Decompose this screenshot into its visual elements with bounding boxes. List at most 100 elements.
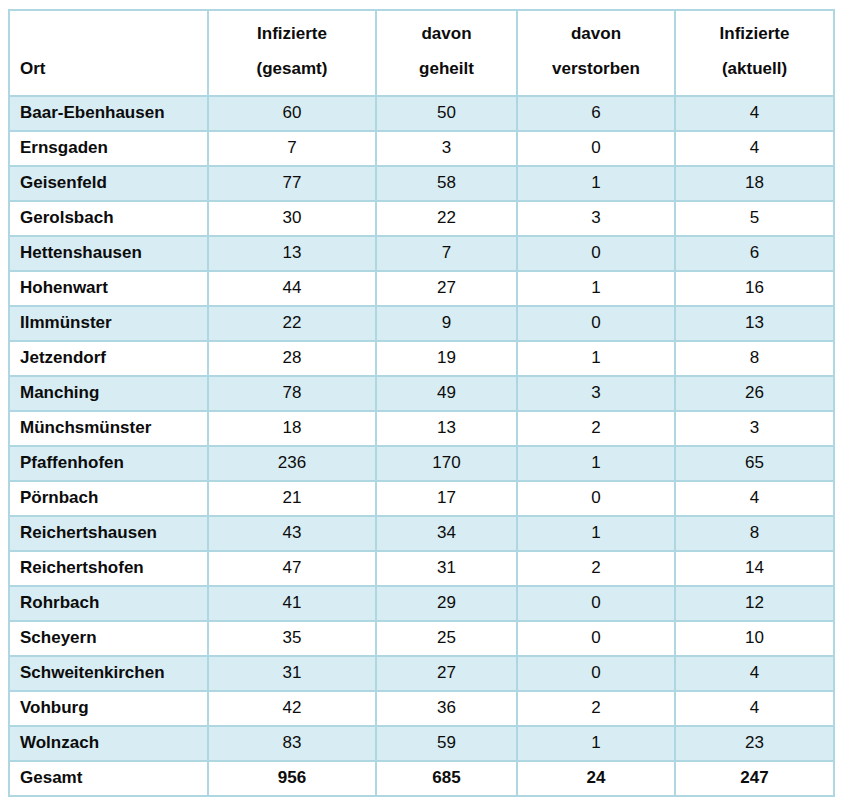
cell-infizierte-aktuell: 16 [675, 271, 834, 306]
cell-davon-verstorben: 1 [517, 446, 675, 481]
cell-davon-geheilt: 27 [376, 656, 517, 691]
cell-infizierte-gesamt: 83 [208, 726, 376, 761]
table-body: Baar-Ebenhausen 60 50 6 4 Ernsgaden 7 3 … [9, 96, 834, 796]
cell-davon-geheilt: 59 [376, 726, 517, 761]
cell-davon-verstorben: 1 [517, 726, 675, 761]
cell-infizierte-gesamt: 35 [208, 621, 376, 656]
column-header-ort: Ort [9, 10, 208, 96]
header-row: Ort Infizierte (gesamt) davon geheilt da… [9, 10, 834, 96]
cell-davon-verstorben: 0 [517, 481, 675, 516]
table-row: Hettenshausen 13 7 0 6 [9, 236, 834, 271]
cell-davon-geheilt: 19 [376, 341, 517, 376]
table-row: Manching 78 49 3 26 [9, 376, 834, 411]
cell-davon-verstorben: 0 [517, 131, 675, 166]
cell-davon-verstorben: 24 [517, 761, 675, 796]
cell-davon-geheilt: 13 [376, 411, 517, 446]
table-row: Gerolsbach 30 22 3 5 [9, 201, 834, 236]
cell-infizierte-gesamt: 60 [208, 96, 376, 131]
cell-davon-geheilt: 31 [376, 551, 517, 586]
table-row: Baar-Ebenhausen 60 50 6 4 [9, 96, 834, 131]
cell-davon-geheilt: 3 [376, 131, 517, 166]
cell-davon-geheilt: 170 [376, 446, 517, 481]
cell-infizierte-aktuell: 4 [675, 131, 834, 166]
cell-davon-verstorben: 0 [517, 656, 675, 691]
cell-infizierte-aktuell: 4 [675, 96, 834, 131]
cell-infizierte-aktuell: 4 [675, 691, 834, 726]
table-row: Geisenfeld 77 58 1 18 [9, 166, 834, 201]
cell-infizierte-gesamt: 41 [208, 586, 376, 621]
table-row: Pfaffenhofen 236 170 1 65 [9, 446, 834, 481]
column-header-infizierte-aktuell: Infizierte (aktuell) [675, 10, 834, 96]
cell-ort: Gerolsbach [9, 201, 208, 236]
table-row: Rohrbach 41 29 0 12 [9, 586, 834, 621]
table-row: Schweitenkirchen 31 27 0 4 [9, 656, 834, 691]
cell-infizierte-aktuell: 65 [675, 446, 834, 481]
cell-ort: Wolnzach [9, 726, 208, 761]
table-header: Ort Infizierte (gesamt) davon geheilt da… [9, 10, 834, 96]
cell-davon-verstorben: 3 [517, 376, 675, 411]
table-row: Scheyern 35 25 0 10 [9, 621, 834, 656]
cell-ort: Vohburg [9, 691, 208, 726]
table-row: Jetzendorf 28 19 1 8 [9, 341, 834, 376]
column-header-line2: (gesamt) [257, 59, 328, 78]
cell-infizierte-aktuell: 4 [675, 481, 834, 516]
cell-infizierte-gesamt: 7 [208, 131, 376, 166]
cell-ort: Reichertshausen [9, 516, 208, 551]
cell-ort: Reichertshofen [9, 551, 208, 586]
cell-infizierte-gesamt: 77 [208, 166, 376, 201]
column-header-line1: davon [421, 24, 471, 43]
cell-infizierte-aktuell: 4 [675, 656, 834, 691]
cell-davon-verstorben: 2 [517, 411, 675, 446]
cell-ort: Hohenwart [9, 271, 208, 306]
column-header-line1: davon [571, 24, 621, 43]
cell-ort: Geisenfeld [9, 166, 208, 201]
cell-davon-geheilt: 27 [376, 271, 517, 306]
cell-davon-geheilt: 17 [376, 481, 517, 516]
cell-davon-verstorben: 2 [517, 551, 675, 586]
table-row: Münchsmünster 18 13 2 3 [9, 411, 834, 446]
cell-infizierte-aktuell: 23 [675, 726, 834, 761]
cell-davon-geheilt: 49 [376, 376, 517, 411]
cell-infizierte-aktuell: 8 [675, 516, 834, 551]
table-row: Vohburg 42 36 2 4 [9, 691, 834, 726]
cell-infizierte-gesamt: 44 [208, 271, 376, 306]
covid-statistics-table: Ort Infizierte (gesamt) davon geheilt da… [8, 9, 835, 797]
cell-davon-verstorben: 1 [517, 516, 675, 551]
table-row: Hohenwart 44 27 1 16 [9, 271, 834, 306]
cell-davon-geheilt: 25 [376, 621, 517, 656]
cell-infizierte-aktuell: 13 [675, 306, 834, 341]
cell-infizierte-aktuell: 8 [675, 341, 834, 376]
table-row: Reichertshofen 47 31 2 14 [9, 551, 834, 586]
cell-davon-verstorben: 1 [517, 166, 675, 201]
cell-ort: Schweitenkirchen [9, 656, 208, 691]
cell-infizierte-gesamt: 30 [208, 201, 376, 236]
cell-davon-geheilt: 29 [376, 586, 517, 621]
cell-davon-verstorben: 3 [517, 201, 675, 236]
column-header-label: Ort [20, 59, 46, 78]
cell-infizierte-aktuell: 5 [675, 201, 834, 236]
cell-ort: Baar-Ebenhausen [9, 96, 208, 131]
column-header-line1: Infizierte [720, 24, 790, 43]
cell-davon-geheilt: 7 [376, 236, 517, 271]
cell-infizierte-aktuell: 247 [675, 761, 834, 796]
cell-davon-verstorben: 0 [517, 236, 675, 271]
cell-infizierte-gesamt: 21 [208, 481, 376, 516]
column-header-infizierte-gesamt: Infizierte (gesamt) [208, 10, 376, 96]
cell-infizierte-gesamt: 22 [208, 306, 376, 341]
cell-ort: Manching [9, 376, 208, 411]
cell-infizierte-aktuell: 10 [675, 621, 834, 656]
table-row: Reichertshausen 43 34 1 8 [9, 516, 834, 551]
cell-davon-geheilt: 58 [376, 166, 517, 201]
cell-infizierte-aktuell: 3 [675, 411, 834, 446]
cell-infizierte-gesamt: 28 [208, 341, 376, 376]
cell-infizierte-aktuell: 14 [675, 551, 834, 586]
cell-ort: Hettenshausen [9, 236, 208, 271]
cell-ort: Münchsmünster [9, 411, 208, 446]
cell-davon-verstorben: 1 [517, 271, 675, 306]
cell-ort: Gesamt [9, 761, 208, 796]
cell-infizierte-gesamt: 78 [208, 376, 376, 411]
column-header-davon-geheilt: davon geheilt [376, 10, 517, 96]
cell-davon-geheilt: 50 [376, 96, 517, 131]
cell-davon-verstorben: 6 [517, 96, 675, 131]
page: { "colors": { "row_shaded": "#d8ecf3", "… [0, 0, 841, 812]
